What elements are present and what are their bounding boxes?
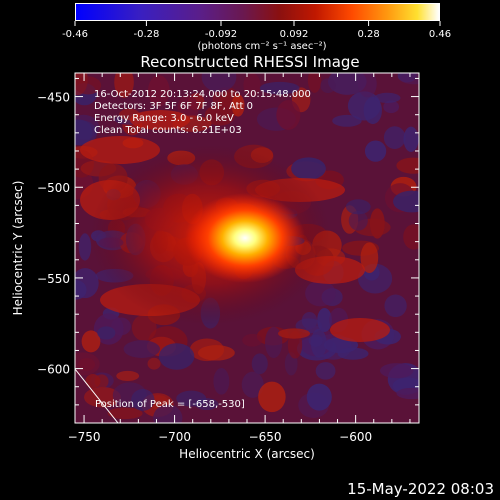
annotation-line: 16-Oct-2012 20:13:24.000 to 20:15:48.000: [94, 89, 311, 100]
annotations: 16-Oct-2012 20:13:24.000 to 20:15:48.000…: [94, 89, 311, 136]
annotation-line: Detectors: 3F 5F 6F 7F 8F, Att 0: [94, 101, 253, 112]
timestamp: 15-May-2022 08:03: [347, 480, 494, 498]
colorbar-tick-label: -0.092: [205, 29, 237, 40]
colorbar-tick-label: 0.092: [280, 29, 309, 40]
x-tick-label: −700: [158, 430, 191, 444]
colorbar: [75, 3, 440, 21]
colorbar-tick-label: 0.46: [429, 29, 451, 40]
annotation-line: Clean Total counts: 6.21E+03: [94, 125, 242, 136]
y-tick-label: −600: [37, 363, 70, 377]
peak-label: Position of Peak = [-658,-530]: [95, 399, 245, 410]
y-tick-label: −500: [37, 181, 70, 195]
annotation-line: Energy Range: 3.0 - 6.0 keV: [94, 113, 234, 124]
heatmap-image: [75, 73, 419, 423]
colorbar-tick-label: -0.28: [133, 29, 159, 40]
y-axis: −450 −500 −550 −600: [37, 77, 419, 406]
y-axis-label: Heliocentric Y (arcsec): [11, 181, 25, 316]
chart-title: Reconstructed RHESSI Image: [140, 53, 359, 71]
x-tick-label: −600: [339, 430, 372, 444]
x-tick-label: −650: [249, 430, 282, 444]
x-axis-label: Heliocentric X (arcsec): [179, 447, 315, 461]
colorbar-tick-label: -0.46: [62, 29, 88, 40]
y-tick-label: −550: [37, 272, 70, 286]
x-axis: −750 −700 −650 −600: [68, 73, 411, 444]
colorbar-ticks: -0.46 -0.28 -0.092 0.092 0.28 0.46: [62, 21, 451, 40]
colorbar-unit: (photons cm⁻² s⁻¹ asec⁻²): [197, 41, 326, 52]
x-tick-label: −750: [68, 430, 101, 444]
colorbar-tick-label: 0.28: [357, 29, 379, 40]
y-tick-label: −450: [37, 91, 70, 105]
limb-line: [75, 368, 119, 423]
